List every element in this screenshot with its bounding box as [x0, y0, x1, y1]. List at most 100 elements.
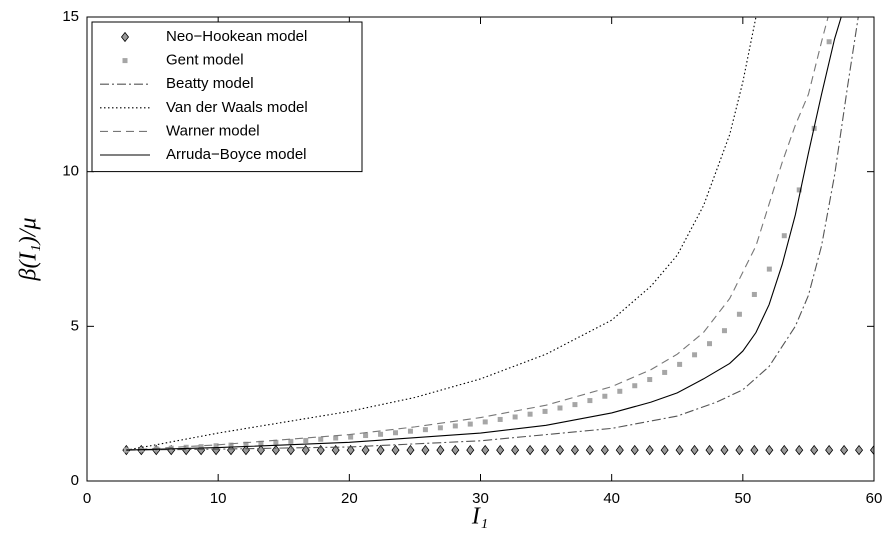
marker	[721, 328, 727, 334]
marker	[692, 352, 698, 358]
marker	[632, 383, 638, 389]
marker	[303, 437, 309, 443]
marker	[765, 444, 774, 456]
marker	[496, 444, 505, 456]
marker	[348, 434, 354, 440]
legend-label: Van der Waals model	[166, 99, 308, 116]
series	[126, 17, 842, 451]
marker	[600, 444, 609, 456]
series	[126, 17, 859, 451]
legend-label: Neo−Hookean model	[166, 28, 307, 45]
x-tick-label: 30	[472, 490, 489, 507]
marker	[512, 414, 518, 420]
marker	[228, 442, 234, 448]
marker	[406, 444, 415, 456]
marker	[482, 419, 488, 425]
marker	[213, 443, 219, 449]
marker	[243, 441, 249, 447]
marker	[720, 444, 729, 456]
marker	[869, 444, 874, 456]
series	[126, 17, 757, 451]
marker	[346, 444, 355, 456]
marker	[363, 433, 369, 439]
marker	[436, 444, 445, 456]
marker	[810, 444, 819, 456]
marker	[198, 444, 204, 450]
marker	[273, 439, 279, 445]
marker	[555, 444, 564, 456]
plot-frame	[86, 16, 875, 482]
marker	[467, 421, 473, 427]
marker	[541, 444, 550, 456]
marker	[511, 444, 520, 456]
legend-marker	[120, 31, 130, 43]
marker	[393, 430, 399, 436]
x-tick-label: 10	[210, 490, 227, 507]
marker	[840, 444, 849, 456]
marker	[271, 444, 280, 456]
legend: Neo−Hookean model Gent model Beatty model V…	[91, 21, 363, 173]
marker	[602, 393, 608, 399]
x-tick-label: 60	[866, 490, 883, 507]
x-tick-label: 0	[83, 490, 91, 507]
marker	[256, 444, 265, 456]
marker	[781, 233, 787, 239]
y-tick-label: 0	[71, 472, 79, 489]
marker	[570, 444, 579, 456]
marker	[795, 444, 804, 456]
y-tick-label: 15	[62, 8, 79, 25]
marker	[766, 266, 772, 272]
marker	[452, 423, 458, 429]
legend-label: Beatty model	[166, 75, 254, 92]
marker	[168, 445, 174, 451]
marker	[481, 444, 490, 456]
x-tick-label: 40	[603, 490, 620, 507]
y-tick-label: 10	[62, 163, 79, 180]
marker	[391, 444, 400, 456]
line	[126, 17, 842, 451]
legend-label: Arruda−Boyce model	[166, 146, 307, 163]
marker	[690, 444, 699, 456]
legend-label: Gent model	[166, 52, 244, 69]
marker	[645, 444, 654, 456]
marker	[333, 435, 339, 441]
y-axis-label: β(I₁)/μ	[16, 218, 42, 282]
marker	[585, 444, 594, 456]
marker	[736, 311, 742, 317]
marker	[378, 431, 384, 437]
marker	[826, 39, 832, 45]
marker	[855, 444, 864, 456]
marker	[258, 440, 264, 446]
x-tick-label: 50	[734, 490, 751, 507]
legend-marker	[122, 58, 128, 64]
marker	[750, 444, 759, 456]
line	[126, 17, 757, 451]
marker	[615, 444, 624, 456]
marker	[422, 427, 428, 433]
legend-label: Warner model	[166, 122, 260, 139]
marker	[796, 187, 802, 193]
marker	[301, 444, 310, 456]
marker	[825, 444, 834, 456]
marker	[361, 444, 370, 456]
y-tick-label: 5	[71, 317, 79, 334]
marker	[662, 369, 668, 375]
marker	[542, 408, 548, 414]
x-axis-label: I₁	[471, 504, 488, 530]
marker	[630, 444, 639, 456]
marker	[617, 388, 623, 394]
marker	[780, 444, 789, 456]
marker	[376, 444, 385, 456]
marker	[318, 436, 324, 442]
marker	[735, 444, 744, 456]
marker	[437, 425, 443, 431]
marker	[407, 428, 413, 434]
marker	[705, 444, 714, 456]
marker	[527, 411, 533, 417]
marker	[288, 438, 294, 444]
marker	[331, 444, 340, 456]
marker	[497, 416, 503, 422]
marker	[183, 444, 189, 450]
